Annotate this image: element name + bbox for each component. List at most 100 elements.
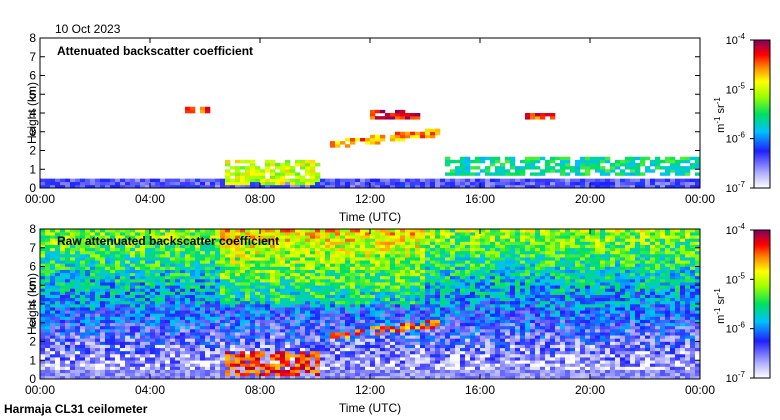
heatmap-cell [310,338,316,342]
heatmap-cell [370,244,376,249]
heatmap-cell [420,313,426,317]
heatmap-cell [455,250,461,255]
heatmap-cell [405,372,411,377]
heatmap-cell [340,279,346,283]
heatmap-cell [370,291,376,295]
heatmap-cell [160,375,166,379]
heatmap-cell [395,247,401,252]
heatmap-cell [295,181,301,186]
heatmap-cell [40,244,46,249]
heatmap-cell [250,254,256,258]
heatmap-cell [280,313,286,317]
heatmap-cell [140,279,146,283]
heatmap-cell [465,288,471,292]
heatmap-cell [635,172,641,176]
heatmap-cell [135,347,141,352]
heatmap-cell [55,363,61,367]
heatmap-cell [450,366,456,370]
heatmap-cell [130,181,136,186]
heatmap-cell [190,275,196,280]
heatmap-cell [310,310,316,314]
heatmap-cell [365,275,371,280]
heatmap-cell [225,229,231,233]
heatmap-cell [95,178,101,183]
heatmap-cell [450,260,456,264]
heatmap-cell [405,350,411,355]
heatmap-cell [290,184,296,188]
heatmap-cell [145,338,151,342]
heatmap-cell [160,341,166,345]
heatmap-cell [90,254,96,258]
heatmap-cell [315,257,321,261]
heatmap-cell [90,229,96,233]
heatmap-cell [40,279,46,283]
heatmap-cell [440,241,446,245]
heatmap-cell [230,360,236,364]
heatmap-cell [80,257,86,261]
heatmap-cell [205,304,211,308]
heatmap-cell [75,269,81,274]
heatmap-cell [395,341,401,345]
heatmap-cell [310,288,316,292]
heatmap-cell [450,232,456,236]
heatmap-cell [190,319,196,324]
heatmap-cell [540,113,546,117]
heatmap-cell [65,363,71,367]
heatmap-cell [325,307,331,311]
heatmap-cell [435,131,441,136]
heatmap-cell [450,250,456,255]
heatmap-cell [425,316,431,320]
heatmap-cell [235,166,241,170]
heatmap-cell [355,272,361,277]
heatmap-cell [375,241,381,245]
heatmap-cell [405,238,411,242]
heatmap-cell [375,313,381,317]
heatmap-cell [155,282,161,286]
heatmap-cell [115,325,121,330]
heatmap-cell [215,291,221,295]
heatmap-cell [275,329,281,333]
heatmap-cell [165,294,171,299]
heatmap-cell [345,282,351,286]
heatmap-cell [355,304,361,308]
heatmap-cell [445,338,451,342]
heatmap-cell [600,169,606,173]
heatmap-cell [300,175,306,179]
heatmap-cell [210,344,216,349]
heatmap-cell [230,329,236,333]
heatmap-cell [90,354,96,358]
heatmap-cell [170,354,176,358]
heatmap-cell [145,247,151,252]
heatmap-cell [350,285,356,289]
heatmap-cell [260,229,266,233]
heatmap-cell [280,363,286,367]
heatmap-cell [55,310,61,314]
heatmap-cell [145,272,151,277]
heatmap-cell [130,313,136,317]
heatmap-cell [235,335,241,339]
heatmap-cell [70,250,76,255]
heatmap-cell [215,254,221,258]
heatmap-cell [105,266,111,270]
heatmap-cell [335,279,341,283]
heatmap-cell [80,300,86,305]
heatmap-cell [395,279,401,283]
heatmap-cell [155,319,161,324]
heatmap-cell [380,344,386,349]
heatmap-cell [140,357,146,361]
heatmap-cell [345,338,351,342]
heatmap-cell [165,272,171,277]
panel-title-top: Attenuated backscatter coefficient [57,44,253,58]
heatmap-cell [115,347,121,352]
heatmap-cell [95,288,101,292]
heatmap-cell [145,357,151,361]
heatmap-cell [210,325,216,330]
heatmap-cell [90,350,96,355]
heatmap-cell [120,319,126,324]
heatmap-cell [75,254,81,258]
heatmap-cell [385,347,391,352]
heatmap-cell [55,294,61,299]
heatmap-cell [280,354,286,358]
heatmap-cell [285,322,291,327]
heatmap-cell [190,357,196,361]
